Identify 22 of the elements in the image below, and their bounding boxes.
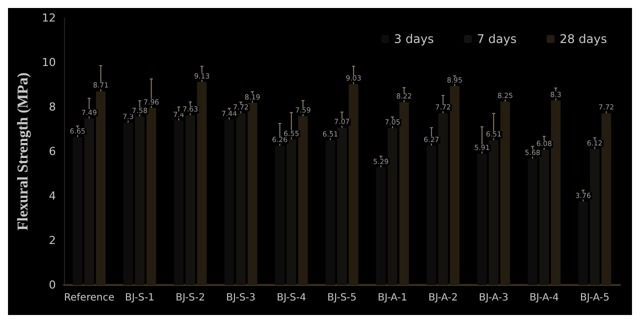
legend-label: 3 days [394,32,434,46]
x-tick-label: BJ-A-1 [378,292,408,304]
x-tick-label: BJ-S-5 [327,292,357,304]
y-tick-label: 12 [42,12,56,24]
x-tick-label: BJ-A-2 [428,292,458,304]
x-tick-label: BJ-S-4 [276,292,306,304]
legend-label: 7 days [476,32,517,46]
y-tick-label: 0 [48,278,56,292]
legend-label: 28 days [560,32,608,46]
x-tick-label: BJ-S-1 [125,292,154,304]
y-tick-label: 6 [48,145,56,158]
x-tick-label: BJ-A-3 [478,292,508,304]
x-tick-label: BJ-S-2 [176,292,205,304]
y-axis-title: Flexural Strength (MPa) [16,72,32,231]
x-tick-label: Reference [64,292,114,304]
y-tick-label: 8 [48,100,56,114]
y-tick-label: 10 [42,56,56,69]
x-tick-label: BJ-S-3 [226,292,256,304]
y-tick-label: 2 [48,234,56,247]
x-tick-label: BJ-A-4 [529,292,559,304]
x-tick-label: BJ-A-5 [580,292,610,304]
y-tick-label: 4 [48,190,56,202]
